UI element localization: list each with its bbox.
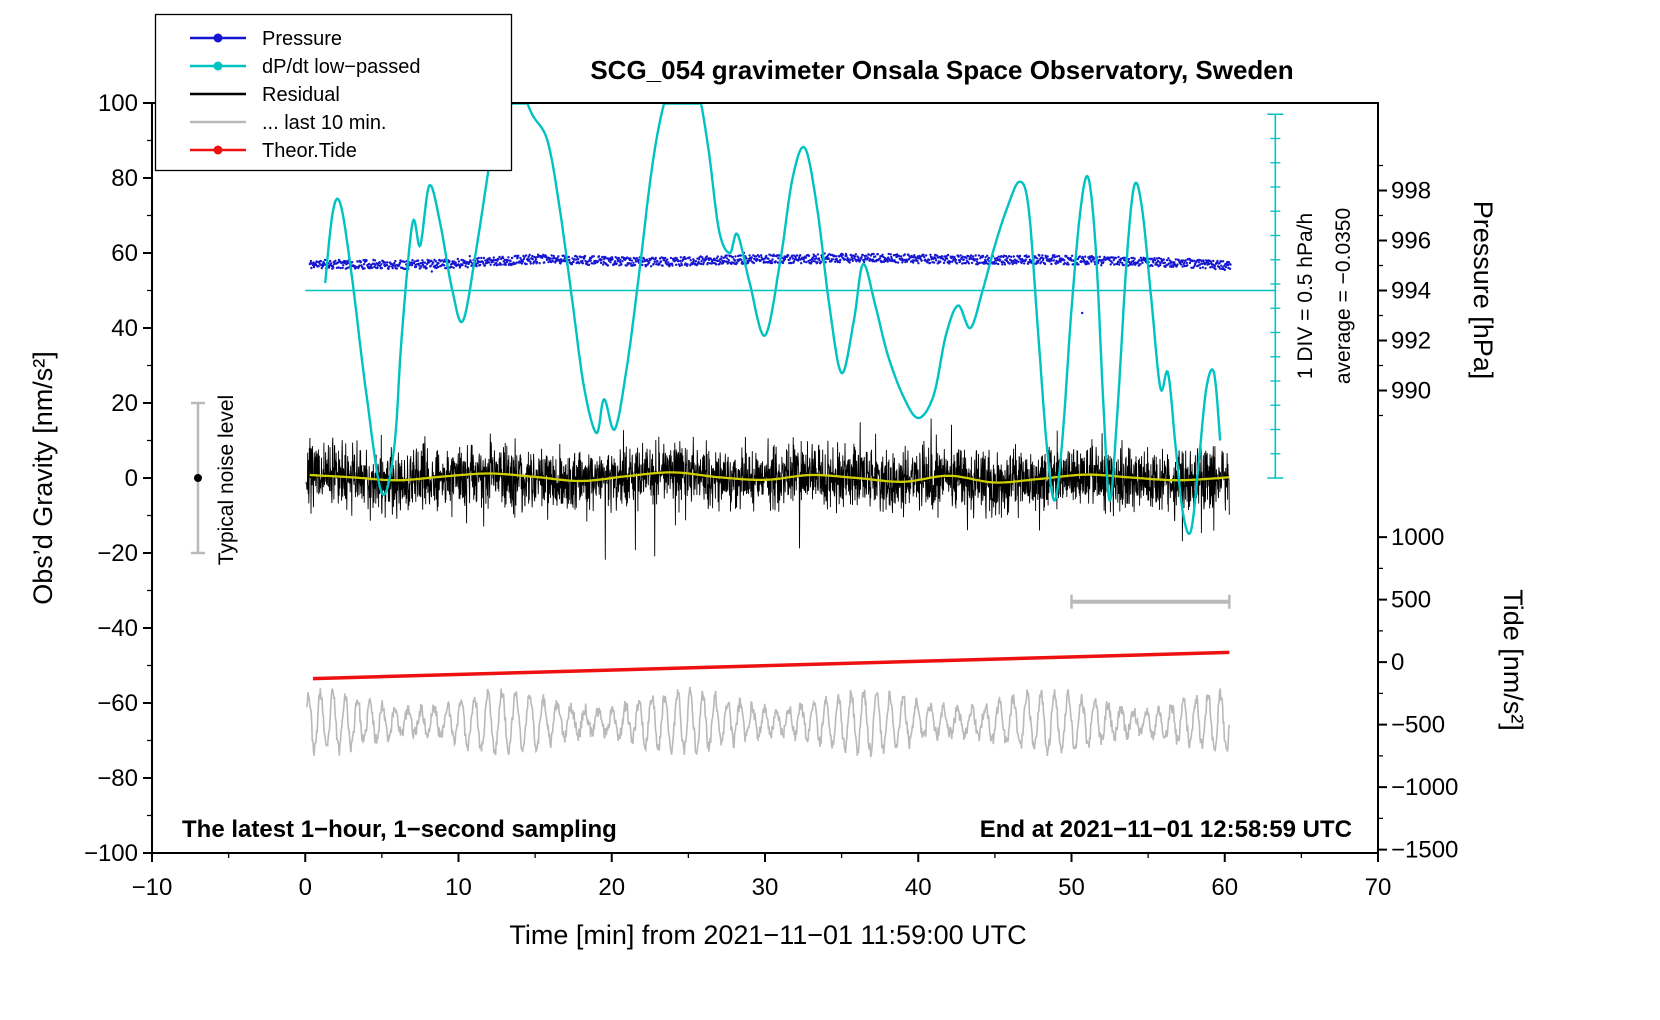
tick-label: −1000	[1391, 774, 1458, 801]
tick-label: −40	[97, 615, 138, 642]
legend-marker-dot	[213, 61, 223, 71]
tick-label: −20	[97, 540, 138, 567]
legend-markers	[190, 33, 246, 155]
tick-label: −500	[1391, 712, 1445, 739]
end-time-note: End at 2021−11−01 12:58:59 UTC	[980, 816, 1352, 843]
series-layer	[190, 102, 1284, 758]
tick-label: 0	[299, 874, 312, 901]
legend-label-residual: Residual	[262, 84, 340, 106]
noise-level-label: Typical noise level	[215, 395, 238, 565]
legend-marker-dot	[213, 33, 223, 43]
tick-label: 50	[1058, 874, 1085, 901]
tick-label: 80	[111, 165, 138, 192]
tick-label: 30	[752, 874, 779, 901]
tick-label: −100	[84, 840, 138, 867]
pressure-axis-label: Pressure [hPa]	[1468, 201, 1498, 380]
tick-label: 40	[111, 315, 138, 342]
tick-label: 60	[1211, 874, 1238, 901]
tick-label: 990	[1391, 378, 1431, 405]
tick-label: 0	[125, 465, 138, 492]
legend: Pressure dP/dt low−passed Residual ... l…	[154, 13, 513, 172]
tick-label: 994	[1391, 278, 1431, 305]
tick-label: 996	[1391, 227, 1431, 254]
tick-label: −10	[132, 874, 173, 901]
tick-label: 992	[1391, 328, 1431, 355]
legend-label-dpdt: dP/dt low−passed	[262, 56, 420, 78]
tick-label: 70	[1365, 874, 1392, 901]
tick-label: −60	[97, 690, 138, 717]
tick-label: 500	[1391, 587, 1431, 614]
legend-label-tide: Theor.Tide	[262, 140, 357, 162]
sampling-note: The latest 1−hour, 1−second sampling	[182, 816, 617, 843]
tide-axis-label: Tide [nm/s²]	[1498, 589, 1528, 731]
tick-label: 1000	[1391, 524, 1444, 551]
axes-layer: −10 0 10 20 30 40 50 60 70−100−80−60−40−20020406…	[84, 90, 1458, 901]
tick-label: 40	[905, 874, 932, 901]
tick-label: 100	[98, 90, 138, 117]
tick-label: −1500	[1391, 837, 1458, 864]
chart-title: SCG_054 gravimeter Onsala Space Observat…	[590, 55, 1293, 85]
tick-label: 60	[111, 240, 138, 267]
tick-label: 20	[111, 390, 138, 417]
average-annotation: average = −0.0350	[1332, 208, 1355, 384]
static-texts: SCG_054 gravimeter Onsala Space Observat…	[28, 55, 1528, 950]
x-axis-label: Time [min] from 2021−11−01 11:59:00 UTC	[509, 920, 1026, 950]
tick-label: 20	[598, 874, 625, 901]
div-scale-annotation: 1 DIV = 0.5 hPa/h	[1294, 213, 1317, 379]
tick-label: 10	[445, 874, 472, 901]
tick-label: 0	[1391, 649, 1404, 676]
legend-label-pressure: Pressure	[262, 28, 342, 50]
y-left-axis-label: Obs’d Gravity [nm/s²]	[28, 351, 58, 605]
legend-marker-dot	[213, 145, 223, 155]
tick-label: 998	[1391, 177, 1431, 204]
tick-label: −80	[97, 765, 138, 792]
legend-label-last10: ... last 10 min.	[262, 112, 387, 134]
